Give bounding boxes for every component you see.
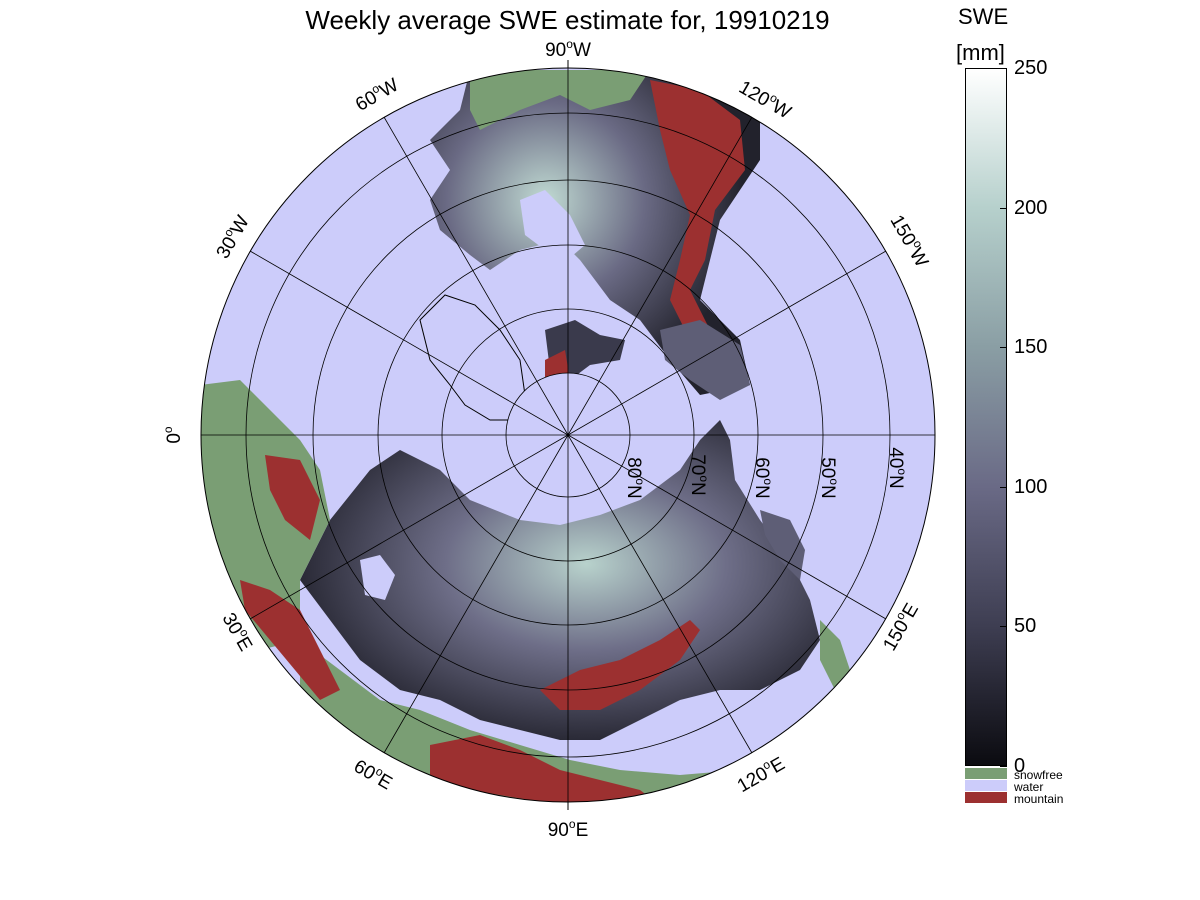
legend-label-snowfree: snowfree	[1014, 768, 1063, 782]
siberian-mountains	[540, 620, 700, 710]
colorbar-tick-label: 200	[1014, 196, 1048, 219]
colorbar-tick	[1000, 347, 1007, 349]
legend-swatch-snowfree	[965, 768, 1007, 779]
alaska	[660, 320, 750, 400]
colorbar-tick-label: 150	[1014, 336, 1048, 359]
colorbar-tick	[1000, 626, 1007, 628]
rocky-mountains	[650, 80, 745, 370]
colorbar-unit: [mm]	[956, 40, 1005, 65]
hudson-bay	[520, 190, 585, 262]
latitude-label: 80oN	[623, 457, 647, 499]
longitude-label: 0o	[161, 426, 185, 444]
longitude-label: 90oE	[548, 817, 589, 841]
colorbar-tick-label: 100	[1014, 475, 1048, 498]
scandinavian-mountains	[265, 455, 320, 540]
colorbar-tick	[1000, 68, 1007, 69]
legend-label-mountain: mountain	[1014, 792, 1064, 806]
swe-polar-map: 90oW60oW120oW30oW150oW0o180oW30oE150oE60…	[161, 37, 936, 841]
latitude-label: 70oN	[687, 454, 711, 496]
north-america-snowfree	[470, 70, 650, 130]
longitude-label: 60oW	[351, 72, 403, 116]
colorbar-tick	[1000, 207, 1007, 209]
caspian-sea	[360, 555, 395, 600]
colorbar-tick-label: 250	[1014, 57, 1048, 79]
europe-snowfree	[201, 380, 330, 650]
eurasia-landmass	[300, 420, 820, 740]
colorbar-title: SWE	[958, 4, 1009, 29]
longitude-grid	[201, 68, 935, 802]
longitude-label: 150oW	[886, 210, 935, 271]
japan	[820, 620, 850, 690]
latitude-label: 60oN	[751, 457, 775, 499]
colorbar-tick	[1000, 486, 1007, 488]
colorbar-tick	[1000, 766, 1007, 767]
legend-swatch-mountain	[965, 792, 1007, 803]
latitude-label: 50oN	[817, 457, 841, 499]
latitude-label: 40oN	[885, 447, 909, 489]
colorbar	[965, 68, 1007, 766]
kamchatka	[760, 510, 805, 580]
asian-mountains	[430, 735, 660, 802]
colorbar-tick-label: 0	[1014, 755, 1026, 777]
longitude-label: 90oW	[545, 37, 591, 61]
longitude-label: 60oE	[350, 753, 397, 794]
longitude-label: 30oW	[210, 211, 254, 263]
legend-label-water: water	[1014, 780, 1044, 794]
legend-swatch-water	[965, 780, 1007, 791]
colorbar-tick-label: 50	[1014, 615, 1037, 638]
map-title: Weekly average SWE estimate for, 1991021…	[305, 5, 830, 35]
